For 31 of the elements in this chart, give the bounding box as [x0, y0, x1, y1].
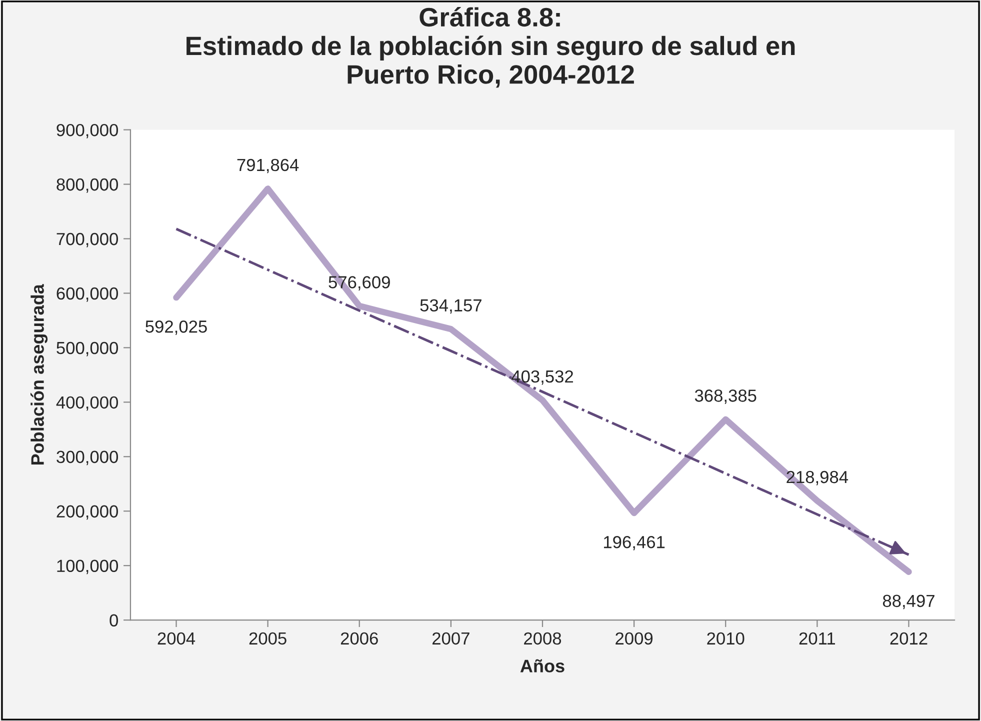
- y-tick-label: 600,000: [56, 287, 118, 302]
- data-label: 196,461: [604, 536, 665, 550]
- data-label: 791,864: [237, 158, 299, 174]
- x-tick-label: 2008: [524, 632, 562, 645]
- chart-title: Gráfica 8.8: Estimado de la población sin seguro de salud en Puerto Rico, 2004-2012: [186, 6, 795, 88]
- y-tick-label: 400,000: [56, 396, 118, 411]
- y-tick-label: 100,000: [57, 560, 118, 574]
- data-label: 368,385: [694, 390, 756, 404]
- x-tick-label: 2004: [158, 632, 196, 645]
- y-tick-label: 500,000: [56, 342, 118, 356]
- x-tick-label: 2005: [249, 632, 286, 645]
- y-tick-label: 700,000: [56, 232, 118, 248]
- data-label: 218,984: [786, 470, 848, 486]
- x-tick-label: 2012: [890, 632, 928, 645]
- x-tick-label: 2009: [616, 632, 653, 645]
- data-label: 403,532: [512, 370, 573, 385]
- x-axis-title: Años: [520, 659, 564, 672]
- data-label: 534,157: [420, 299, 482, 314]
- y-axis-title: Población asegurada: [30, 284, 48, 465]
- y-tick-label: 300,000: [56, 450, 118, 466]
- x-tick-label: 2006: [340, 632, 378, 645]
- x-tick-label: 2007: [432, 632, 470, 645]
- y-tick-label: 200,000: [56, 505, 118, 520]
- y-tick-label: 800,000: [56, 178, 118, 193]
- x-tick-label: 2010: [707, 632, 744, 645]
- data-label: 88,497: [882, 594, 934, 610]
- data-label: 592,025: [146, 320, 207, 335]
- x-tick-label: 2011: [799, 632, 835, 645]
- y-tick-label: 900,000: [56, 124, 118, 138]
- data-label: 576,609: [328, 276, 390, 290]
- y-tick-label: 0: [110, 614, 118, 627]
